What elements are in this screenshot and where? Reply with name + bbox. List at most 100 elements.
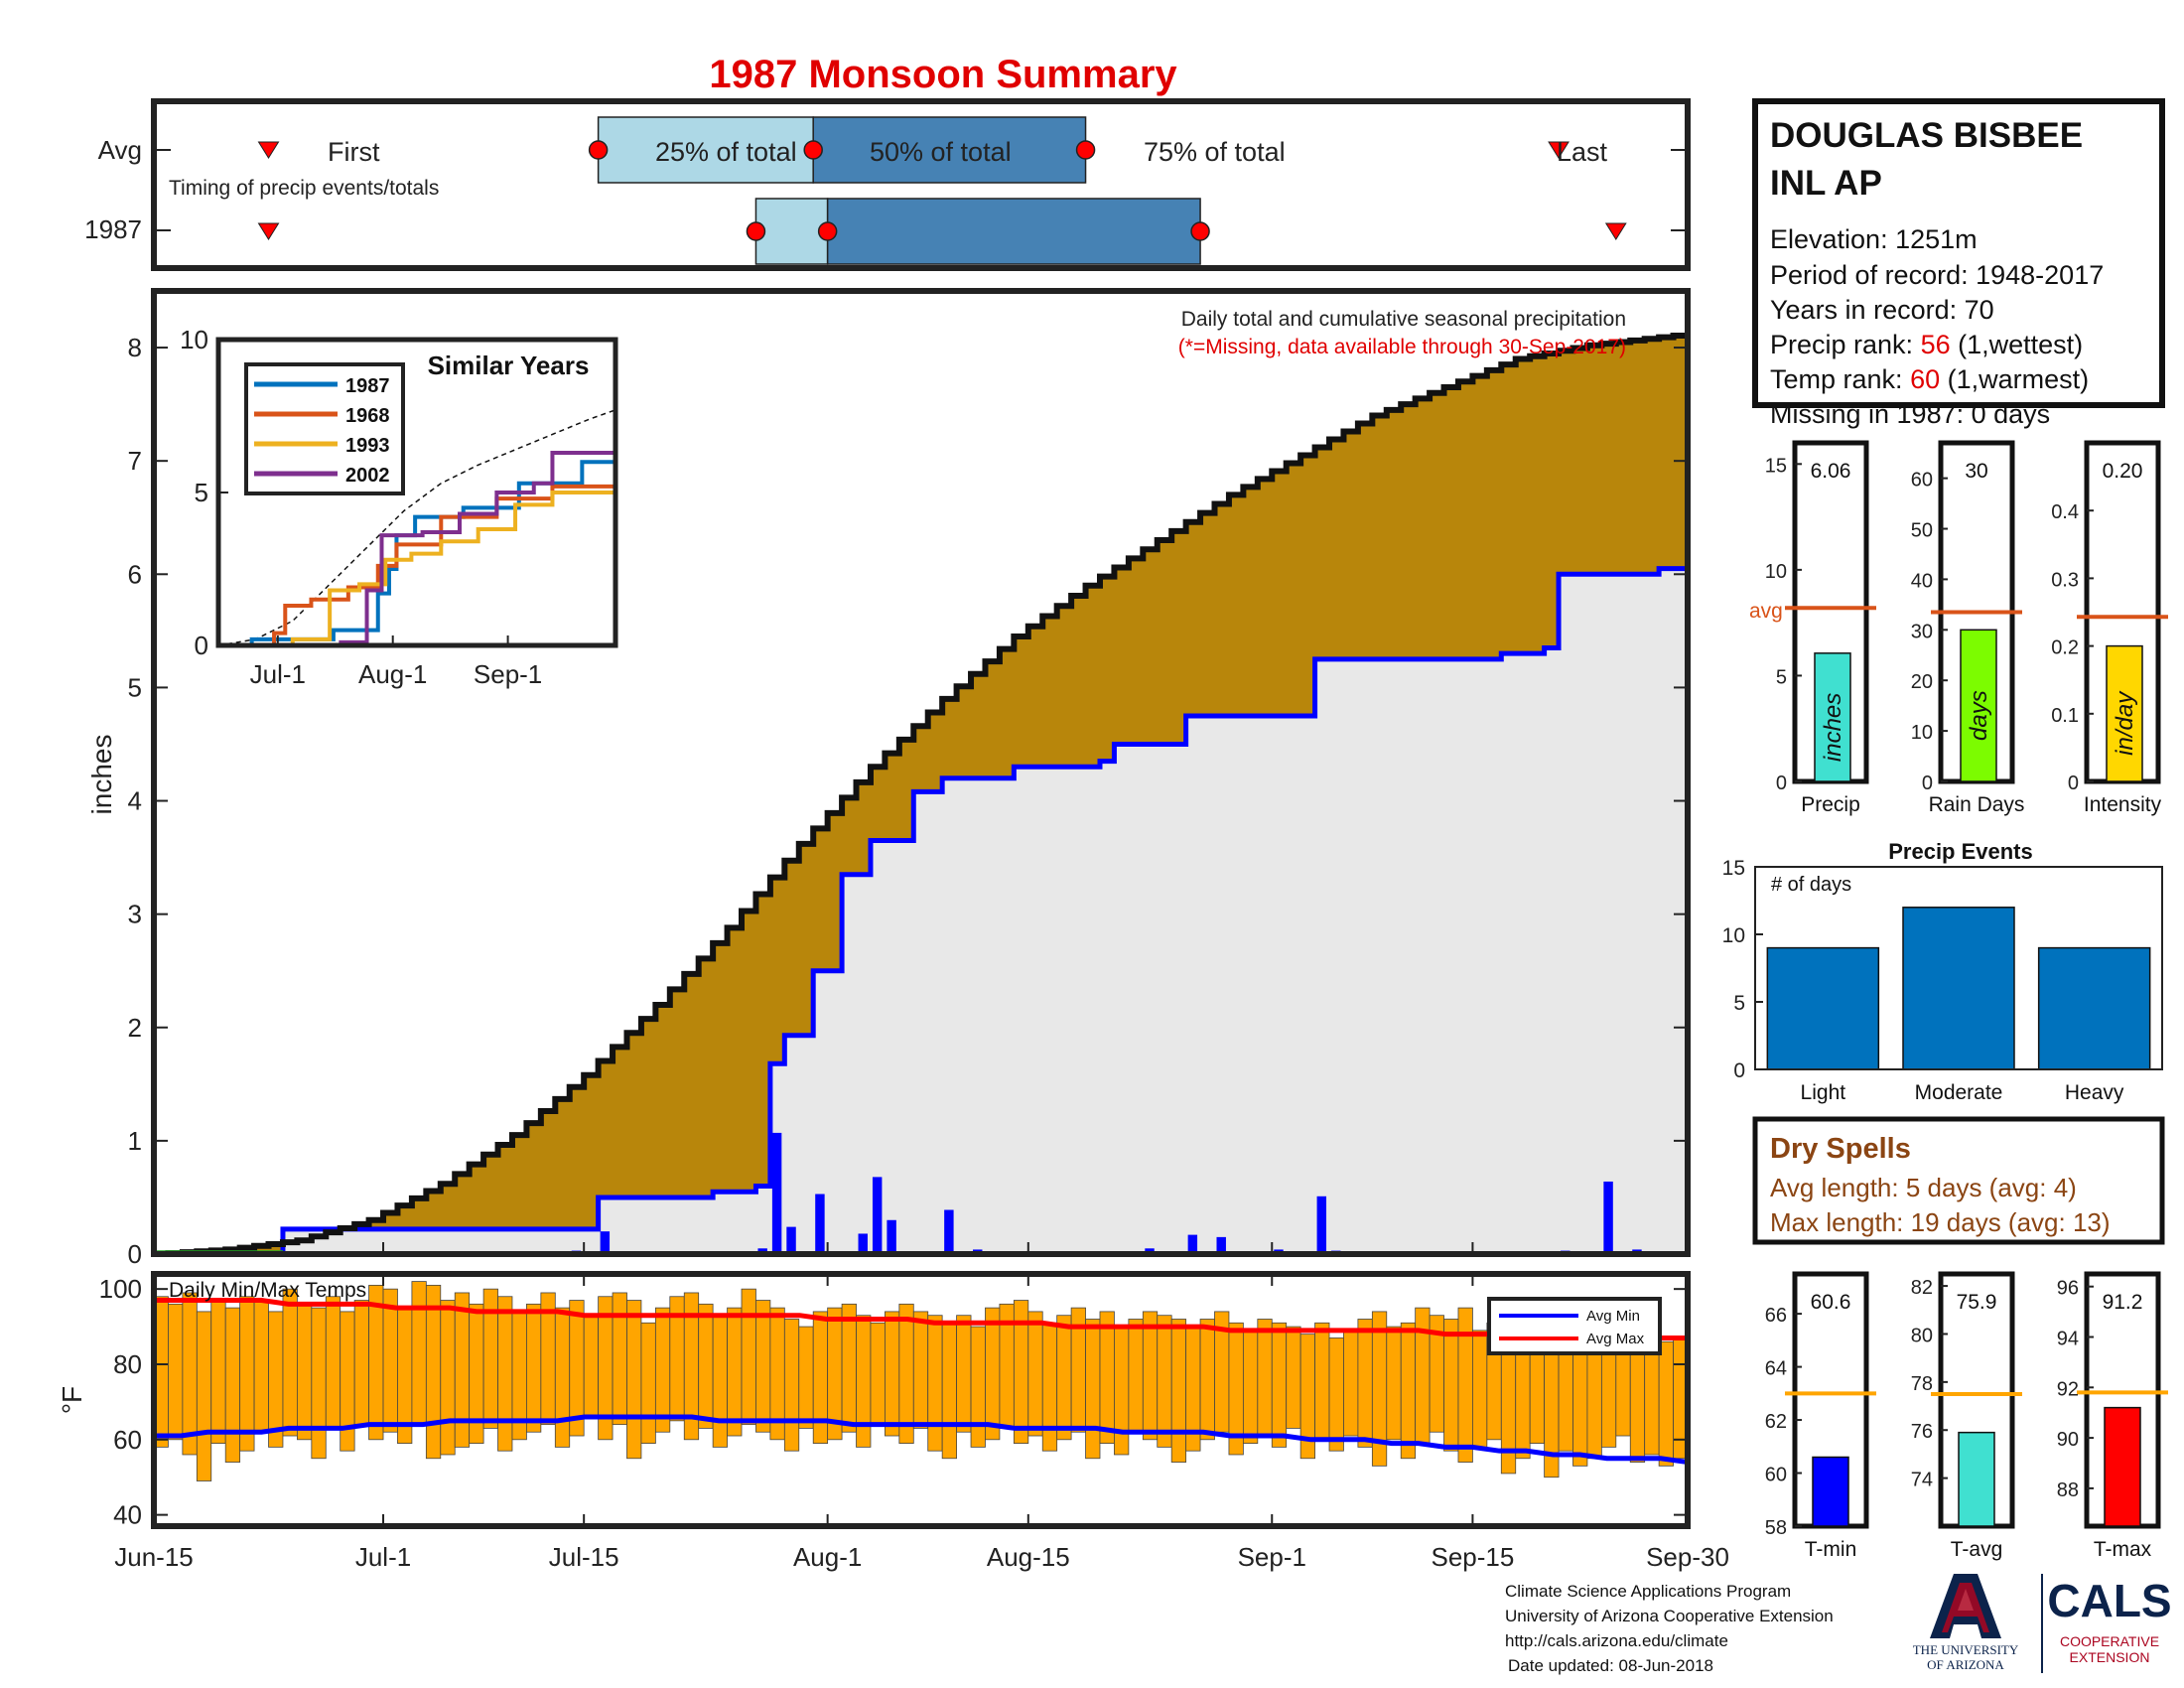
temp-range-bar bbox=[956, 1315, 972, 1433]
temp-stat-label: T-avg bbox=[1951, 1538, 2003, 1561]
temp-range-bar bbox=[1629, 1344, 1646, 1463]
y-tick-label: 5 bbox=[128, 672, 142, 702]
temp-stat-y-tick-label: 62 bbox=[1765, 1411, 1787, 1433]
temp-legend: Avg Min Avg Max bbox=[1487, 1297, 1662, 1355]
timing-box-50-75 bbox=[812, 116, 1087, 184]
temp-range-bar bbox=[1257, 1319, 1273, 1437]
y-tick-label: 0 bbox=[128, 1239, 142, 1269]
y-tick-label: 6 bbox=[128, 559, 142, 589]
temp-range-bar bbox=[941, 1322, 957, 1460]
temp-range-bar bbox=[353, 1300, 369, 1426]
station-temp-rank: Temp rank: 60 (1,warmest) bbox=[1770, 364, 2089, 394]
temp-stat-y-tick-label: 90 bbox=[2057, 1429, 2079, 1451]
temp-range-bar bbox=[1457, 1307, 1473, 1463]
temp-range-bar bbox=[1515, 1340, 1531, 1460]
stat-y-tick-label: 0.1 bbox=[2051, 705, 2079, 727]
inset-frame bbox=[215, 337, 618, 648]
cur-cumulative-line bbox=[154, 566, 1688, 1257]
station-elevation: Elevation: 1251m bbox=[1770, 224, 1978, 254]
inset-y-tick-label: 5 bbox=[195, 478, 208, 507]
temp-range-bar bbox=[224, 1307, 241, 1463]
temp-range-bar bbox=[425, 1284, 442, 1460]
daily-precip-bar bbox=[815, 1194, 825, 1254]
dry-spells-box: Dry Spells Avg length: 5 days (avg: 4) M… bbox=[1752, 1116, 2165, 1245]
event-category-label: Heavy bbox=[2065, 1081, 2124, 1104]
temp-range-bar bbox=[311, 1307, 327, 1460]
footer-line3: http://cals.arizona.edu/climate bbox=[1505, 1631, 1728, 1650]
temp-range-bar bbox=[1128, 1319, 1144, 1433]
temp-range-bar bbox=[812, 1311, 829, 1444]
temp-range-bar bbox=[1242, 1330, 1259, 1444]
y-tick-label: 8 bbox=[128, 333, 142, 362]
temp-range-bar bbox=[783, 1319, 800, 1452]
temp-stat-value-label: 60.6 bbox=[1811, 1291, 1851, 1314]
daily-precip-bar bbox=[1216, 1236, 1226, 1254]
temp-range-bar bbox=[168, 1303, 184, 1441]
temp-range-bar bbox=[1386, 1326, 1402, 1441]
station-years: Years in record: 70 bbox=[1770, 295, 1994, 325]
cumulative-note-line1: Daily total and cumulative seasonal prec… bbox=[1181, 308, 1626, 331]
event-category-label: Light bbox=[1801, 1081, 1846, 1104]
cals-logo: CALS COOPERATIVE EXTENSION bbox=[2047, 1575, 2171, 1665]
stat-panel-label: Precip bbox=[1801, 793, 1860, 816]
temp-range-bar bbox=[1271, 1322, 1288, 1448]
temp-legend-frame bbox=[1487, 1297, 1662, 1355]
stat-y-tick-label: 0.2 bbox=[2051, 637, 2079, 659]
temp-range-bar bbox=[382, 1288, 398, 1433]
temp-range-bar bbox=[654, 1307, 671, 1433]
timing-note: Timing of precip events/totals bbox=[169, 177, 439, 200]
stat-bar-unit-label: inches bbox=[1820, 693, 1846, 762]
temp-stat-y-tick-label: 58 bbox=[1765, 1517, 1787, 1539]
date-tick-label: Sep-1 bbox=[1238, 1542, 1306, 1572]
timing-triangle-marker bbox=[1548, 141, 1570, 159]
stat-y-tick-label: 0.3 bbox=[2051, 569, 2079, 591]
timing-label-last: Last bbox=[1557, 137, 1608, 167]
y-tick-label: 7 bbox=[128, 446, 142, 476]
dry-spells-frame bbox=[1752, 1116, 2165, 1245]
temp-range-bar bbox=[440, 1300, 456, 1456]
inset-series-line-2002 bbox=[218, 450, 615, 647]
stat-y-tick-label: 40 bbox=[1911, 570, 1933, 592]
temp-plot-frame bbox=[151, 1271, 1691, 1529]
temp-range-bar bbox=[411, 1281, 427, 1426]
temp-range-bar bbox=[985, 1307, 1001, 1441]
timing-panel: Avg 1987 First 25% of total 50% of total… bbox=[84, 98, 1691, 271]
temp-range-bar bbox=[912, 1311, 929, 1429]
station-missing: Missing in 1987: 0 days bbox=[1770, 399, 2050, 429]
stat-panel-label: Rain Days bbox=[1929, 793, 2025, 816]
temp-range-bar bbox=[182, 1292, 198, 1456]
temp-y-tick-label: 80 bbox=[113, 1349, 142, 1379]
daily-precip-bar bbox=[858, 1233, 868, 1254]
temp-range-bar bbox=[1170, 1319, 1187, 1463]
daily-precip-bar bbox=[771, 1132, 782, 1254]
timing-label-first: First bbox=[328, 137, 380, 167]
daily-precip-bar bbox=[872, 1177, 883, 1254]
temp-stat-y-tick-label: 96 bbox=[2057, 1278, 2079, 1300]
daily-precip-bar bbox=[1316, 1196, 1327, 1254]
events-frame bbox=[1754, 866, 2163, 1070]
temp-y-tick-label: 60 bbox=[113, 1425, 142, 1455]
timing-triangle-marker bbox=[257, 222, 280, 240]
station-name-line2: INL AP bbox=[1770, 164, 1882, 203]
y-tick-label: 2 bbox=[128, 1013, 142, 1043]
temp-range-bar bbox=[1142, 1311, 1159, 1441]
temp-y-tick-label: 40 bbox=[113, 1500, 142, 1530]
event-y-tick-label: 5 bbox=[1733, 992, 1745, 1015]
timing-percentile-marker bbox=[1190, 221, 1210, 241]
y-tick-label: 1 bbox=[128, 1126, 142, 1156]
temp-range-bar bbox=[856, 1315, 872, 1448]
temp-stat-y-tick-label: 76 bbox=[1911, 1421, 1933, 1443]
stat-bar-unit-label: in/day bbox=[2112, 690, 2138, 756]
inset-title: Similar Years bbox=[428, 351, 590, 380]
avg-max-line bbox=[154, 1298, 1688, 1340]
figure-title: 1987 Monsoon Summary bbox=[709, 53, 1177, 96]
temp-stat-value-label: 91.2 bbox=[2103, 1291, 2143, 1314]
temp-range-bar bbox=[1558, 1344, 1573, 1452]
station-name-line1: DOUGLAS BISBEE bbox=[1770, 116, 2083, 155]
temp-range-bar bbox=[755, 1300, 771, 1433]
ua-a-inner bbox=[1942, 1583, 1989, 1632]
precip-rank-value: 56 bbox=[1921, 330, 1951, 359]
temp-range-bar bbox=[1286, 1326, 1301, 1429]
stat-y-tick-label: 0 bbox=[1776, 773, 1787, 794]
stat-value-label: 0.20 bbox=[2103, 460, 2143, 483]
